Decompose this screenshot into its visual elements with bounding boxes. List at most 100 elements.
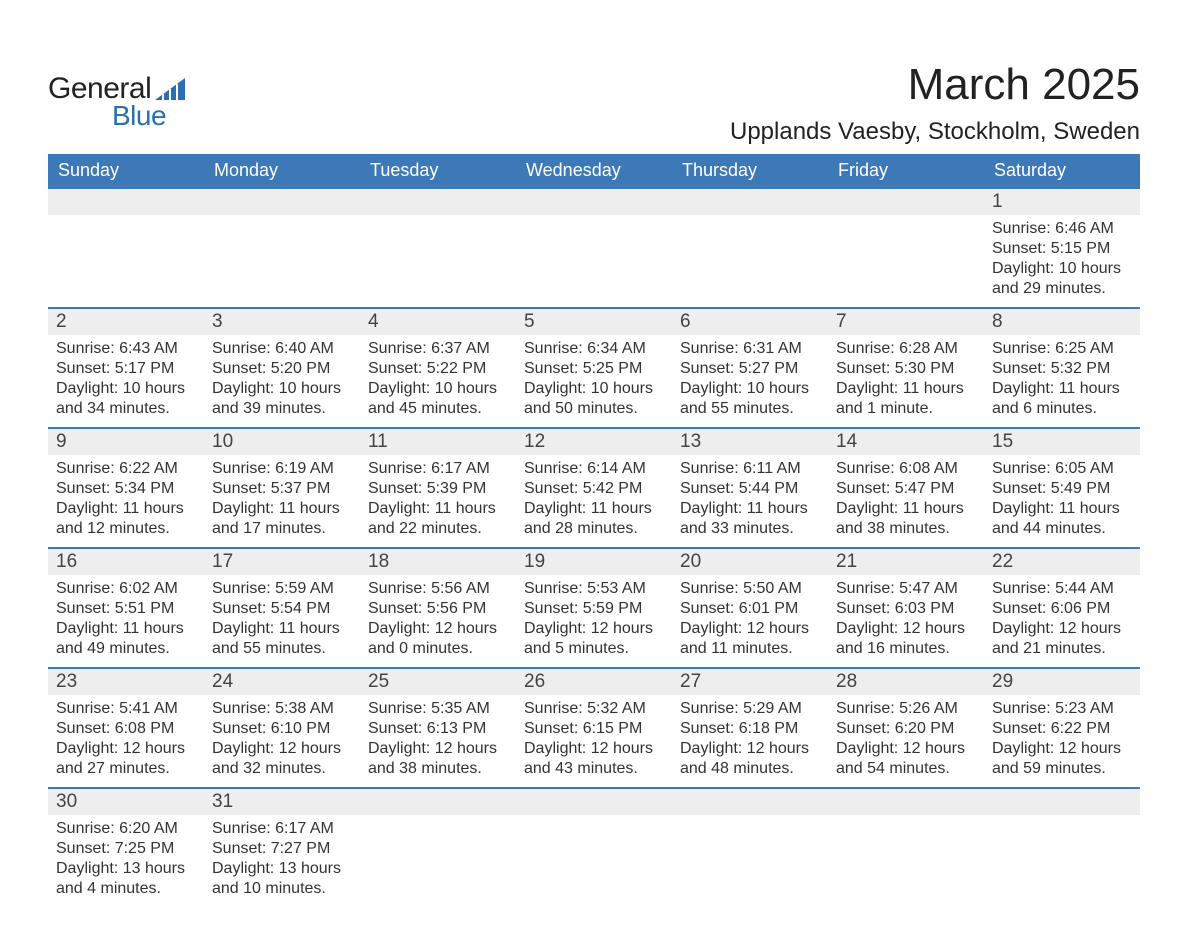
- sunrise-text: Sunrise: 6:19 AM: [212, 459, 352, 479]
- weekday-header: Sunday: [48, 154, 204, 188]
- calendar-day-cell: 3Sunrise: 6:40 AMSunset: 5:20 PMDaylight…: [204, 308, 360, 428]
- sunset-text: Sunset: 5:37 PM: [212, 479, 352, 499]
- calendar-day-cell: 29Sunrise: 5:23 AMSunset: 6:22 PMDayligh…: [984, 668, 1140, 788]
- day-number: 4: [360, 309, 516, 335]
- daylight-text: Daylight: 10 hours and 50 minutes.: [524, 379, 664, 419]
- calendar-day-cell: 27Sunrise: 5:29 AMSunset: 6:18 PMDayligh…: [672, 668, 828, 788]
- sunset-text: Sunset: 5:20 PM: [212, 359, 352, 379]
- calendar-day-cell: 5 Sunrise: 6:34 AMSunset: 5:25 PMDaylight…: [516, 308, 672, 428]
- calendar-empty-cell: [828, 188, 984, 308]
- calendar-day-cell: 19Sunrise: 5:53 AMSunset: 5:59 PMDayligh…: [516, 548, 672, 668]
- day-number: 15: [984, 429, 1140, 455]
- daylight-text: Daylight: 12 hours and 16 minutes.: [836, 619, 976, 659]
- sunset-text: Sunset: 5:44 PM: [680, 479, 820, 499]
- calendar-empty-cell: [360, 188, 516, 308]
- sunset-text: Sunset: 6:01 PM: [680, 599, 820, 619]
- daylight-text: Daylight: 10 hours and 39 minutes.: [212, 379, 352, 419]
- calendar-day-cell: 10Sunrise: 6:19 AMSunset: 5:37 PMDayligh…: [204, 428, 360, 548]
- daylight-text: Daylight: 10 hours and 34 minutes.: [56, 379, 196, 419]
- calendar-empty-cell: [48, 188, 204, 308]
- day-number: 24: [204, 669, 360, 695]
- daylight-text: Daylight: 10 hours and 45 minutes.: [368, 379, 508, 419]
- sunset-text: Sunset: 5:22 PM: [368, 359, 508, 379]
- day-number: 16: [48, 549, 204, 575]
- day-number: 9: [48, 429, 204, 455]
- day-number: 10: [204, 429, 360, 455]
- sunset-text: Sunset: 7:27 PM: [212, 839, 352, 859]
- day-details: Sunrise: 6:14 AMSunset: 5:42 PMDaylight:…: [516, 455, 672, 547]
- sunrise-text: Sunrise: 6:34 AM: [524, 339, 664, 359]
- empty-day-bar: [204, 189, 360, 215]
- calendar-day-cell: 22Sunrise: 5:44 AMSunset: 6:06 PMDayligh…: [984, 548, 1140, 668]
- day-details: Sunrise: 6:08 AMSunset: 5:47 PMDaylight:…: [828, 455, 984, 547]
- day-details: Sunrise: 6:25 AMSunset: 5:32 PMDaylight:…: [984, 335, 1140, 427]
- daylight-text: Daylight: 12 hours and 43 minutes.: [524, 739, 664, 779]
- calendar-week-row: 16Sunrise: 6:02 AMSunset: 5:51 PMDayligh…: [48, 548, 1140, 668]
- day-number: 23: [48, 669, 204, 695]
- daylight-text: Daylight: 11 hours and 22 minutes.: [368, 499, 508, 539]
- daylight-text: Daylight: 12 hours and 38 minutes.: [368, 739, 508, 779]
- sunset-text: Sunset: 5:15 PM: [992, 239, 1132, 259]
- sunrise-text: Sunrise: 6:22 AM: [56, 459, 196, 479]
- weekday-header: Tuesday: [360, 154, 516, 188]
- sunset-text: Sunset: 6:18 PM: [680, 719, 820, 739]
- daylight-text: Daylight: 13 hours and 10 minutes.: [212, 859, 352, 899]
- empty-day-bar: [360, 189, 516, 215]
- day-details: Sunrise: 6:43 AMSunset: 5:17 PMDaylight:…: [48, 335, 204, 427]
- day-details: Sunrise: 5:35 AMSunset: 6:13 PMDaylight:…: [360, 695, 516, 787]
- calendar-empty-cell: [360, 788, 516, 907]
- day-details: Sunrise: 5:53 AMSunset: 5:59 PMDaylight:…: [516, 575, 672, 667]
- day-number: 26: [516, 669, 672, 695]
- calendar-week-row: 2Sunrise: 6:43 AMSunset: 5:17 PMDaylight…: [48, 308, 1140, 428]
- daylight-text: Daylight: 11 hours and 44 minutes.: [992, 499, 1132, 539]
- day-details: Sunrise: 5:56 AMSunset: 5:56 PMDaylight:…: [360, 575, 516, 667]
- empty-day-bar: [828, 189, 984, 215]
- sunrise-text: Sunrise: 5:47 AM: [836, 579, 976, 599]
- day-details: Sunrise: 5:38 AMSunset: 6:10 PMDaylight:…: [204, 695, 360, 787]
- daylight-text: Daylight: 11 hours and 12 minutes.: [56, 499, 196, 539]
- calendar-day-cell: 21Sunrise: 5:47 AMSunset: 6:03 PMDayligh…: [828, 548, 984, 668]
- day-number: 25: [360, 669, 516, 695]
- sunrise-text: Sunrise: 6:37 AM: [368, 339, 508, 359]
- daylight-text: Daylight: 11 hours and 28 minutes.: [524, 499, 664, 539]
- calendar-week-row: 1Sunrise: 6:46 AMSunset: 5:15 PMDaylight…: [48, 188, 1140, 308]
- sunrise-text: Sunrise: 5:32 AM: [524, 699, 664, 719]
- location-subtitle: Upplands Vaesby, Stockholm, Sweden: [730, 118, 1140, 146]
- calendar-day-cell: 6Sunrise: 6:31 AMSunset: 5:27 PMDaylight…: [672, 308, 828, 428]
- sunrise-text: Sunrise: 5:35 AM: [368, 699, 508, 719]
- calendar-day-cell: 18Sunrise: 5:56 AMSunset: 5:56 PMDayligh…: [360, 548, 516, 668]
- day-number: 21: [828, 549, 984, 575]
- sunset-text: Sunset: 6:13 PM: [368, 719, 508, 739]
- weekday-header: Thursday: [672, 154, 828, 188]
- empty-day-bar: [360, 789, 516, 815]
- day-details: Sunrise: 6:46 AMSunset: 5:15 PMDaylight:…: [984, 215, 1140, 307]
- calendar-day-cell: 25Sunrise: 5:35 AMSunset: 6:13 PMDayligh…: [360, 668, 516, 788]
- sunset-text: Sunset: 5:25 PM: [524, 359, 664, 379]
- day-details: Sunrise: 6:37 AMSunset: 5:22 PMDaylight:…: [360, 335, 516, 427]
- sunset-text: Sunset: 5:49 PM: [992, 479, 1132, 499]
- sunrise-text: Sunrise: 5:38 AM: [212, 699, 352, 719]
- day-number: 5: [516, 309, 672, 335]
- day-number: 14: [828, 429, 984, 455]
- day-details: Sunrise: 6:17 AMSunset: 7:27 PMDaylight:…: [204, 815, 360, 907]
- calendar-day-cell: 12Sunrise: 6:14 AMSunset: 5:42 PMDayligh…: [516, 428, 672, 548]
- sunset-text: Sunset: 5:27 PM: [680, 359, 820, 379]
- title-block: March 2025 Upplands Vaesby, Stockholm, S…: [730, 60, 1140, 146]
- sunset-text: Sunset: 5:56 PM: [368, 599, 508, 619]
- day-number: 30: [48, 789, 204, 815]
- sunrise-text: Sunrise: 6:02 AM: [56, 579, 196, 599]
- sunset-text: Sunset: 5:17 PM: [56, 359, 196, 379]
- day-details: Sunrise: 5:41 AMSunset: 6:08 PMDaylight:…: [48, 695, 204, 787]
- day-details: Sunrise: 5:44 AMSunset: 6:06 PMDaylight:…: [984, 575, 1140, 667]
- daylight-text: Daylight: 10 hours and 55 minutes.: [680, 379, 820, 419]
- calendar-day-cell: 4Sunrise: 6:37 AMSunset: 5:22 PMDaylight…: [360, 308, 516, 428]
- calendar-week-row: 23Sunrise: 5:41 AMSunset: 6:08 PMDayligh…: [48, 668, 1140, 788]
- day-number: 12: [516, 429, 672, 455]
- day-details: Sunrise: 6:22 AMSunset: 5:34 PMDaylight:…: [48, 455, 204, 547]
- day-number: 31: [204, 789, 360, 815]
- day-details: Sunrise: 5:50 AMSunset: 6:01 PMDaylight:…: [672, 575, 828, 667]
- sunset-text: Sunset: 5:59 PM: [524, 599, 664, 619]
- sunset-text: Sunset: 6:06 PM: [992, 599, 1132, 619]
- sunrise-text: Sunrise: 5:50 AM: [680, 579, 820, 599]
- header-row: General Blue March 2025 Upplands Vaesby,…: [48, 60, 1140, 146]
